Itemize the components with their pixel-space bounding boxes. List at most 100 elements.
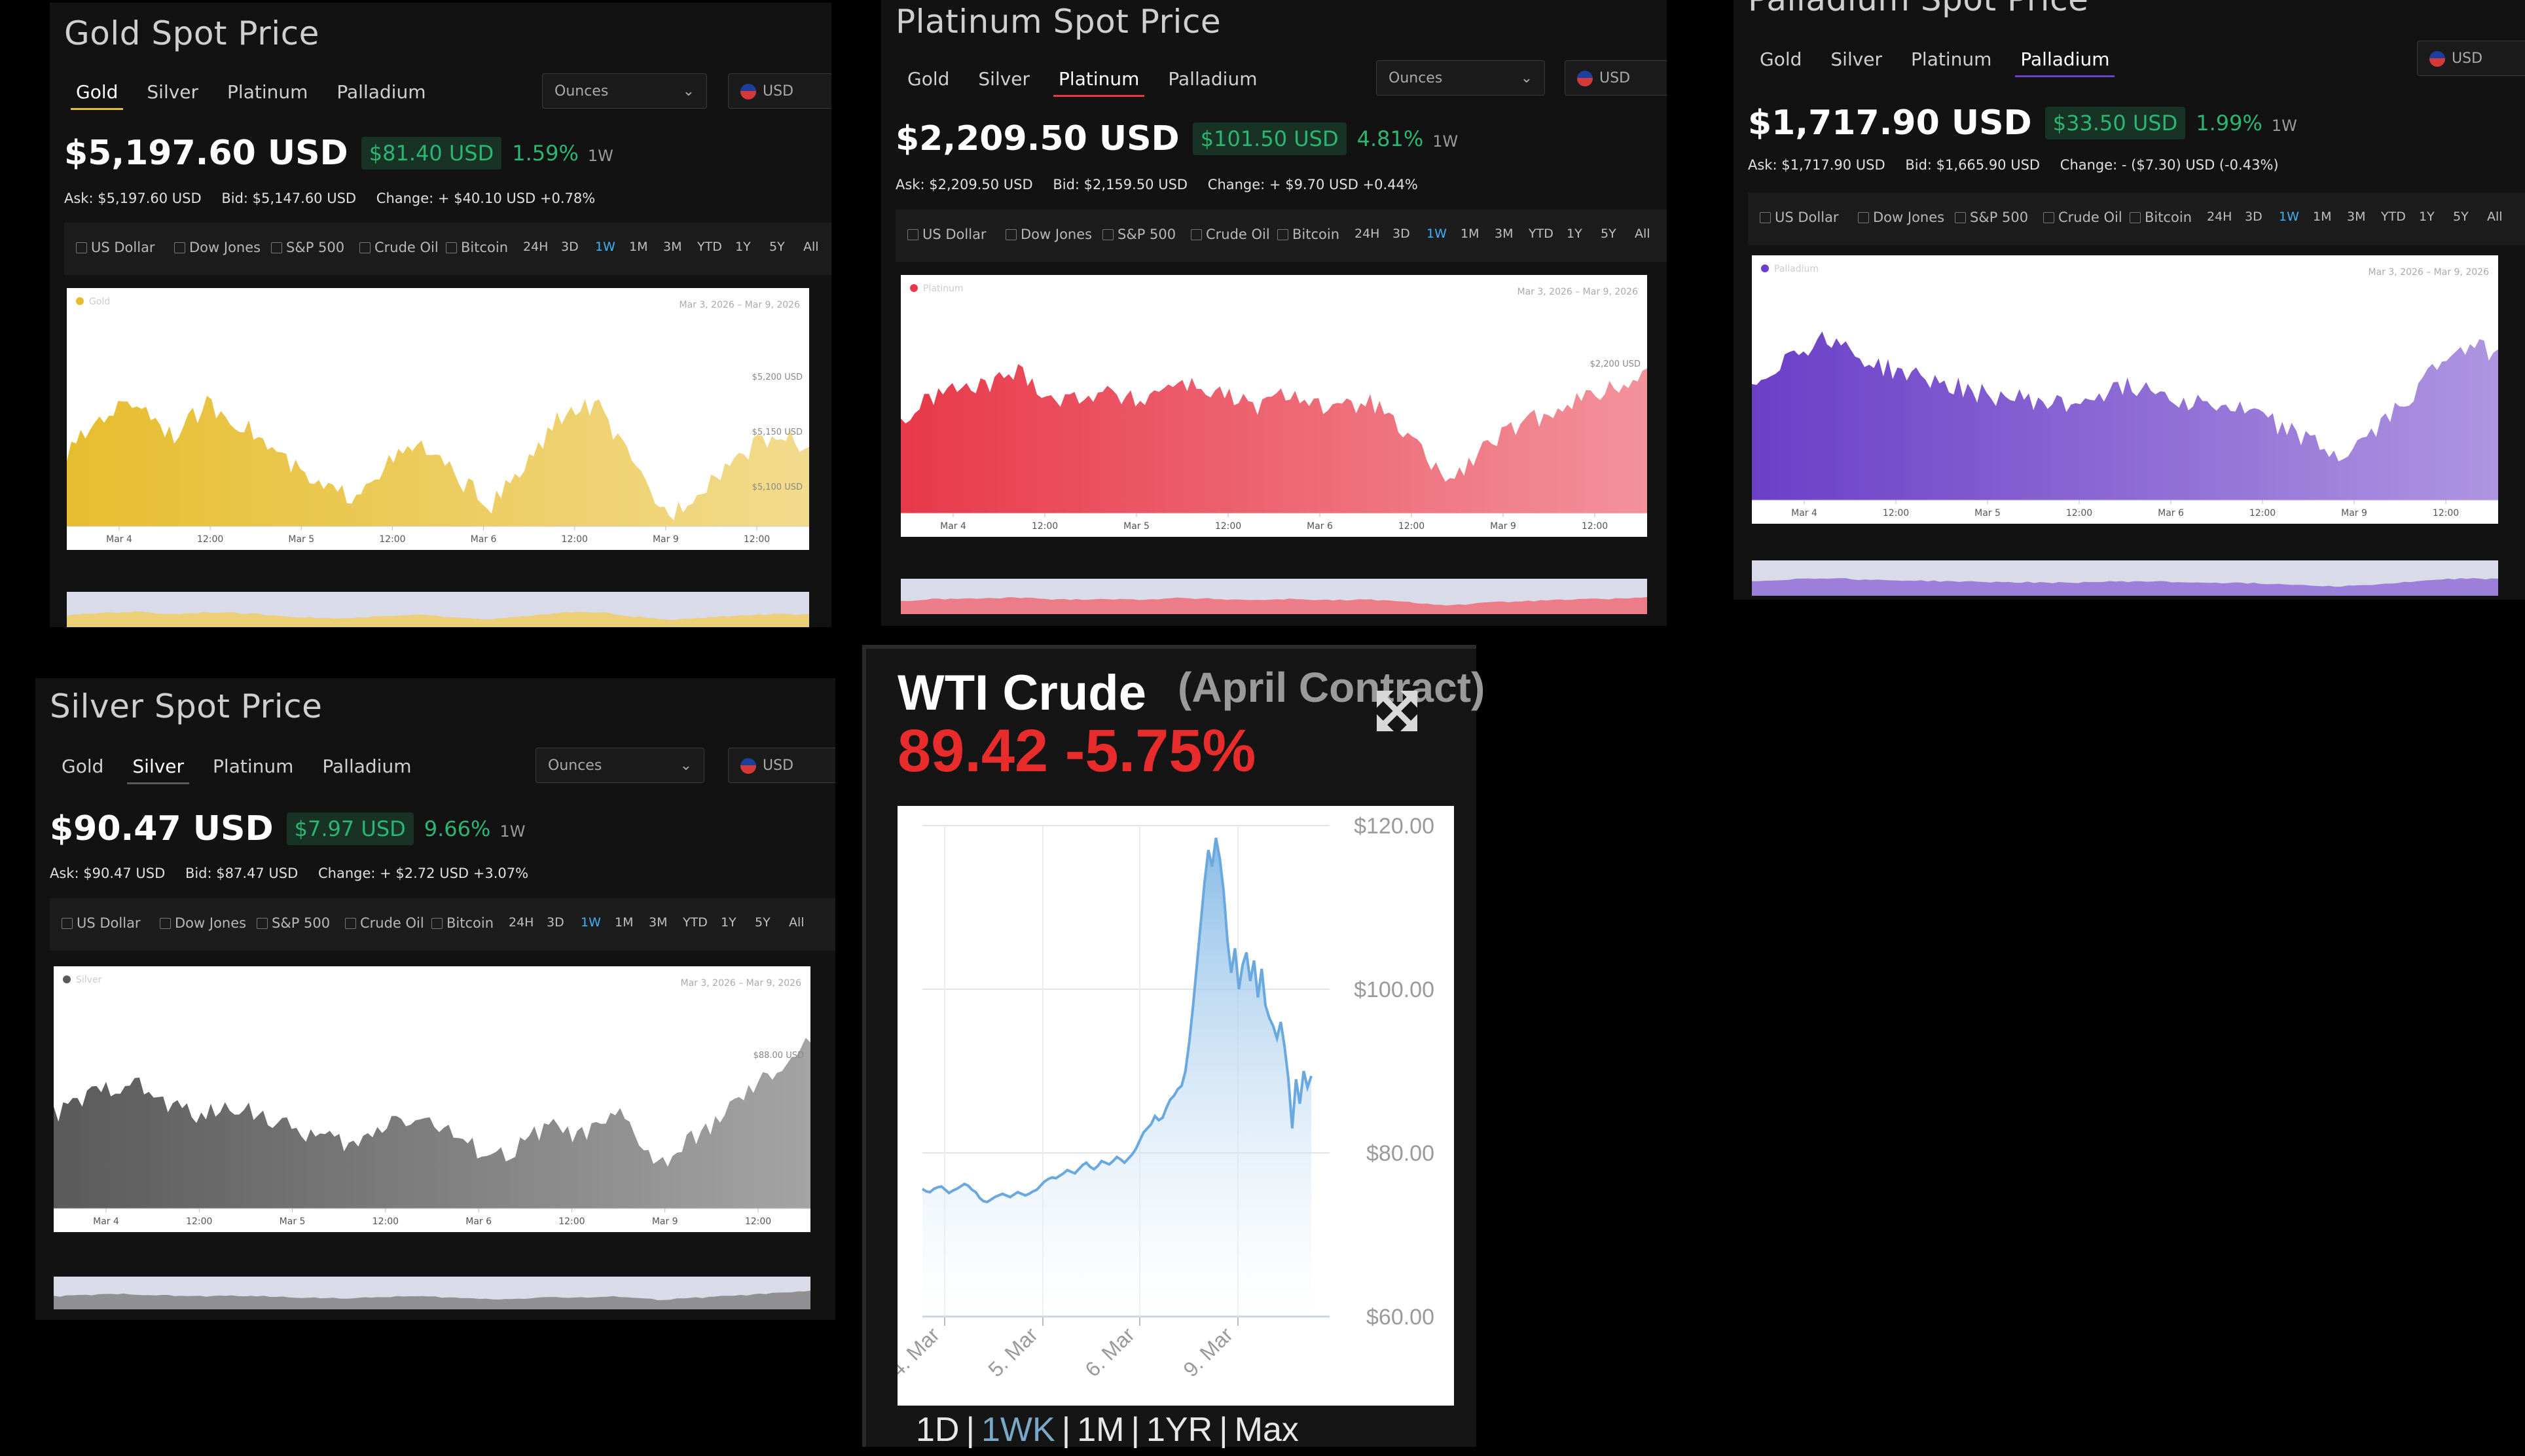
- compare-dow-jones-checkbox[interactable]: Dow Jones: [160, 915, 246, 931]
- range-1m[interactable]: 1M: [615, 915, 634, 930]
- range-5y[interactable]: 5Y: [755, 915, 771, 930]
- range-3m[interactable]: 3M: [1495, 227, 1514, 241]
- range-navigator[interactable]: [1752, 560, 2498, 596]
- range-1m[interactable]: 1M: [1461, 227, 1480, 241]
- range-1m[interactable]: 1M: [629, 240, 648, 254]
- tab-silver[interactable]: Silver: [1830, 48, 1883, 70]
- compare-dow-jones-checkbox[interactable]: Dow Jones: [1858, 209, 1944, 225]
- tab-palladium[interactable]: Palladium: [1168, 68, 1258, 90]
- tab-platinum[interactable]: Platinum: [227, 81, 308, 103]
- currency-select[interactable]: USD: [728, 73, 831, 109]
- unit-select[interactable]: Ounces ⌄: [542, 73, 707, 109]
- range-1y[interactable]: 1Y: [2419, 209, 2435, 224]
- range-5y[interactable]: 5Y: [1601, 227, 1616, 241]
- compare-dow-jones-checkbox[interactable]: Dow Jones: [174, 240, 261, 255]
- wti-range-1m[interactable]: 1M: [1077, 1411, 1125, 1449]
- compare-us-dollar-checkbox[interactable]: US Dollar: [76, 240, 155, 255]
- range-24h[interactable]: 24H: [2207, 209, 2232, 224]
- compare-bitcoin-checkbox[interactable]: Bitcoin: [446, 240, 508, 255]
- price-chart[interactable]: Gold Mar 3, 2026 – Mar 9, 2026 $5,200 USD $…: [67, 288, 809, 550]
- range-all[interactable]: All: [803, 240, 819, 254]
- range-5y[interactable]: 5Y: [769, 240, 785, 254]
- wti-range-1wk[interactable]: 1WK: [981, 1411, 1055, 1449]
- wti-range-1d[interactable]: 1D: [916, 1411, 960, 1449]
- price-chart[interactable]: Silver Mar 3, 2026 – Mar 9, 2026 $88.00 US…: [54, 966, 810, 1232]
- range-1y[interactable]: 1Y: [735, 240, 751, 254]
- compare-us-dollar-checkbox[interactable]: US Dollar: [62, 915, 141, 931]
- tab-platinum[interactable]: Platinum: [1044, 62, 1154, 97]
- compare-bitcoin-checkbox[interactable]: Bitcoin: [431, 915, 494, 931]
- change-percent: 1.99%: [2196, 111, 2262, 136]
- tab-gold[interactable]: Gold: [62, 755, 104, 777]
- compare-us-dollar-checkbox[interactable]: US Dollar: [907, 227, 987, 242]
- range-3m[interactable]: 3M: [649, 915, 668, 930]
- range-24h[interactable]: 24H: [523, 240, 549, 254]
- currency-select[interactable]: USD: [1565, 60, 1667, 96]
- range-ytd[interactable]: YTD: [2381, 209, 2406, 224]
- range-1y[interactable]: 1Y: [1567, 227, 1582, 241]
- checkbox-icon: [345, 918, 356, 929]
- compare-s-p-500-checkbox[interactable]: S&P 500: [257, 915, 330, 931]
- range-1w[interactable]: 1W: [581, 915, 601, 930]
- range-3d[interactable]: 3D: [1392, 227, 1410, 241]
- tab-platinum[interactable]: Platinum: [1911, 48, 1992, 70]
- tab-palladium[interactable]: Palladium: [322, 755, 412, 777]
- compare-dow-jones-checkbox[interactable]: Dow Jones: [1006, 227, 1092, 242]
- range-24h[interactable]: 24H: [1354, 227, 1380, 241]
- range-navigator[interactable]: [901, 579, 1647, 614]
- range-3m[interactable]: 3M: [2347, 209, 2366, 224]
- wti-range-max[interactable]: Max: [1234, 1411, 1299, 1449]
- range-navigator[interactable]: [54, 1277, 810, 1309]
- price-chart[interactable]: Platinum Mar 3, 2026 – Mar 9, 2026 $2,200 …: [901, 275, 1647, 537]
- range-ytd[interactable]: YTD: [1529, 227, 1553, 241]
- tab-silver[interactable]: Silver: [978, 68, 1030, 90]
- range-1m[interactable]: 1M: [2313, 209, 2332, 224]
- range-ytd[interactable]: YTD: [697, 240, 722, 254]
- range-1w[interactable]: 1W: [1426, 227, 1447, 241]
- unit-select[interactable]: Ounces ⌄: [536, 748, 704, 783]
- compare-s-p-500-checkbox[interactable]: S&P 500: [271, 240, 344, 255]
- range-3m[interactable]: 3M: [663, 240, 682, 254]
- tab-palladium[interactable]: Palladium: [336, 81, 426, 103]
- range-navigator[interactable]: [67, 592, 809, 627]
- tab-gold[interactable]: Gold: [62, 75, 132, 110]
- range-3d[interactable]: 3D: [561, 240, 579, 254]
- range-5y[interactable]: 5Y: [2453, 209, 2469, 224]
- ask-price: Ask: $1,717.90 USD: [1748, 157, 1885, 173]
- compare-crude-oil-checkbox[interactable]: Crude Oil: [359, 240, 439, 255]
- tab-gold[interactable]: Gold: [1760, 48, 1802, 70]
- range-ytd[interactable]: YTD: [683, 915, 708, 930]
- tab-palladium[interactable]: Palladium: [2006, 42, 2124, 77]
- range-1y[interactable]: 1Y: [721, 915, 736, 930]
- wti-range-1yr[interactable]: 1YR: [1146, 1411, 1213, 1449]
- tab-silver[interactable]: Silver: [118, 749, 198, 784]
- bid-price: Bid: $2,159.50 USD: [1053, 177, 1188, 192]
- expand-icon[interactable]: [1374, 688, 1420, 734]
- tab-silver[interactable]: Silver: [147, 81, 199, 103]
- compare-crude-oil-checkbox[interactable]: Crude Oil: [1191, 227, 1270, 242]
- range-3d[interactable]: 3D: [547, 915, 564, 930]
- wti-chart[interactable]: $120.00 $100.00 $80.00 $60.00 4. Mar 5. Mar 6.…: [885, 806, 1454, 1406]
- compare-bitcoin-checkbox[interactable]: Bitcoin: [2130, 209, 2192, 225]
- compare-s-p-500-checkbox[interactable]: S&P 500: [1102, 227, 1176, 242]
- range-all[interactable]: All: [1635, 227, 1650, 241]
- range-24h[interactable]: 24H: [509, 915, 534, 930]
- range-all[interactable]: All: [789, 915, 805, 930]
- compare-crude-oil-checkbox[interactable]: Crude Oil: [345, 915, 424, 931]
- range-1w[interactable]: 1W: [595, 240, 615, 254]
- compare-crude-oil-checkbox[interactable]: Crude Oil: [2043, 209, 2122, 225]
- compare-s-p-500-checkbox[interactable]: S&P 500: [1955, 209, 2028, 225]
- tab-gold[interactable]: Gold: [907, 68, 950, 90]
- range-all[interactable]: All: [2487, 209, 2503, 224]
- x-tick-label: Mar 4: [1791, 508, 1817, 519]
- range-3d[interactable]: 3D: [2245, 209, 2262, 224]
- checkbox-icon: [271, 242, 282, 253]
- tab-platinum[interactable]: Platinum: [213, 755, 294, 777]
- compare-us-dollar-checkbox[interactable]: US Dollar: [1760, 209, 1839, 225]
- range-1w[interactable]: 1W: [2279, 209, 2299, 224]
- currency-select[interactable]: USD: [2417, 41, 2525, 76]
- price-chart[interactable]: Palladium Mar 3, 2026 – Mar 9, 2026 Mar 4 1…: [1752, 255, 2498, 524]
- currency-select[interactable]: USD: [728, 748, 835, 783]
- compare-bitcoin-checkbox[interactable]: Bitcoin: [1277, 227, 1339, 242]
- unit-select[interactable]: Ounces ⌄: [1376, 60, 1545, 96]
